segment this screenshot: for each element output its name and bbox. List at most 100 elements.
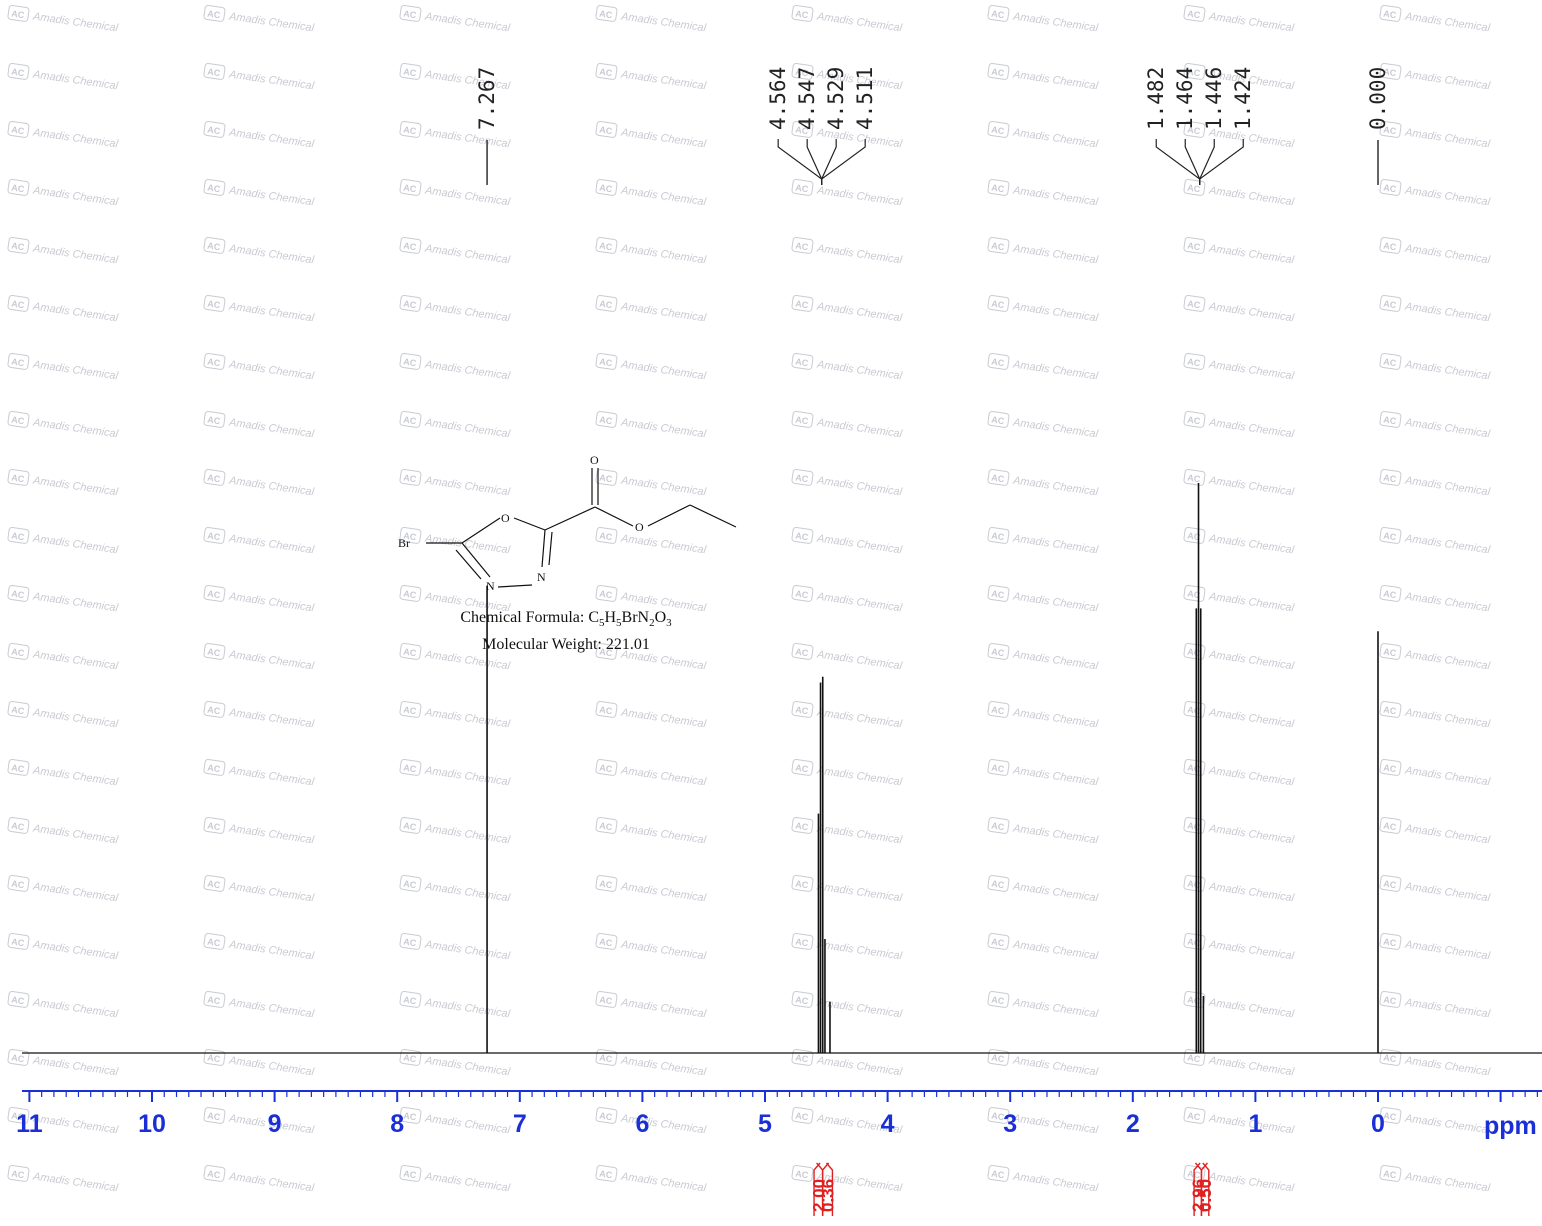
- watermark-logo-text: AC: [403, 1110, 418, 1122]
- watermark-text: Amadis Chemical: [31, 1054, 119, 1078]
- watermark-logo-text: AC: [795, 530, 810, 542]
- watermark-text: Amadis Chemical: [1403, 1054, 1491, 1078]
- watermark-text: Amadis Chemical: [1011, 126, 1099, 150]
- watermark-tile: AC Amadis Chemical: [203, 874, 315, 904]
- watermark-logo-text: AC: [991, 1110, 1006, 1122]
- watermark-tile: AC Amadis Chemical: [399, 468, 511, 498]
- watermark-logo-text: AC: [207, 1110, 222, 1122]
- watermark-text: Amadis Chemical: [619, 358, 707, 382]
- peak-label: 1.446: [1202, 67, 1226, 130]
- watermark-logo-text: AC: [1187, 472, 1202, 484]
- watermark-text: Amadis Chemical: [1011, 242, 1099, 266]
- peak-label-connector: [821, 139, 866, 185]
- watermark-tile: AC Amadis Chemical: [1379, 120, 1491, 150]
- integrals: 2.000.36 2.960.50: [809, 1162, 1215, 1216]
- watermark-text: Amadis Chemical: [1403, 590, 1491, 614]
- watermark-text: Amadis Chemical: [1403, 822, 1491, 846]
- watermark-text: Amadis Chemical: [619, 300, 707, 324]
- formula-element: O: [655, 609, 667, 626]
- watermark-text: Amadis Chemical: [31, 126, 119, 150]
- watermark-text: Amadis Chemical: [1207, 822, 1295, 846]
- watermark-tile: AC Amadis Chemical: [203, 584, 315, 614]
- watermark-text: Amadis Chemical: [1207, 358, 1295, 382]
- watermark-logo-text: AC: [599, 820, 614, 832]
- watermark-text: Amadis Chemical: [815, 532, 903, 556]
- watermark-text: Amadis Chemical: [1403, 416, 1491, 440]
- watermark-logo-text: AC: [795, 936, 810, 948]
- watermark-text: Amadis Chemical: [423, 242, 511, 266]
- watermark-tile: AC Amadis Chemical: [203, 468, 315, 498]
- watermark-text: Amadis Chemical: [1207, 880, 1295, 904]
- peak-label: 1.482: [1144, 67, 1168, 130]
- watermark-text: Amadis Chemical: [1011, 184, 1099, 208]
- watermark-tile: AC Amadis Chemical: [203, 932, 315, 962]
- atom-label-ring-nitrogen-1: N: [486, 579, 495, 593]
- watermark-layer: AC Amadis Chemical AC Amadis Chemical AC Amad…: [7, 4, 1491, 1194]
- watermark-tile: AC Amadis Chemical: [595, 816, 707, 846]
- watermark-logo-text: AC: [1383, 704, 1398, 716]
- axis-tick-label: 5: [758, 1110, 772, 1138]
- watermark-tile: AC Amadis Chemical: [987, 526, 1099, 556]
- watermark-logo-text: AC: [1187, 240, 1202, 252]
- watermark-text: Amadis Chemical: [1207, 938, 1295, 962]
- watermark-tile: AC Amadis Chemical: [791, 410, 903, 440]
- watermark-text: Amadis Chemical: [1011, 1112, 1099, 1136]
- axis-tick-label: 8: [390, 1110, 404, 1138]
- peak-label-group: 0.000: [1366, 67, 1390, 185]
- watermark-text: Amadis Chemical: [31, 242, 119, 266]
- watermark-logo-text: AC: [1187, 588, 1202, 600]
- axis-tick-label: 10: [138, 1110, 166, 1138]
- peak-label: 7.267: [475, 67, 499, 130]
- molecular-weight: Molecular Weight: 221.01: [482, 636, 650, 653]
- watermark-logo-text: AC: [403, 1052, 418, 1064]
- peak-label-group: 7.267: [475, 67, 499, 185]
- watermark-text: Amadis Chemical: [1011, 590, 1099, 614]
- formula-label: Chemical Formula:: [460, 609, 588, 626]
- watermark-logo-text: AC: [403, 356, 418, 368]
- watermark-tile: AC Amadis Chemical: [1379, 468, 1491, 498]
- watermark-text: Amadis Chemical: [815, 416, 903, 440]
- watermark-logo-text: AC: [1187, 182, 1202, 194]
- watermark-tile: AC Amadis Chemical: [203, 120, 315, 150]
- watermark-tile: AC Amadis Chemical: [987, 62, 1099, 92]
- watermark-tile: AC Amadis Chemical: [791, 642, 903, 672]
- watermark-text: Amadis Chemical: [815, 996, 903, 1020]
- watermark-logo-text: AC: [1187, 994, 1202, 1006]
- watermark-logo-text: AC: [795, 704, 810, 716]
- watermark-tile: AC Amadis Chemical: [595, 410, 707, 440]
- watermark-tile: AC Amadis Chemical: [987, 642, 1099, 672]
- watermark-logo-text: AC: [795, 182, 810, 194]
- watermark-logo-text: AC: [599, 588, 614, 600]
- watermark-tile: AC Amadis Chemical: [7, 816, 119, 846]
- watermark-logo-text: AC: [207, 820, 222, 832]
- watermark-logo-text: AC: [991, 66, 1006, 78]
- watermark-text: Amadis Chemical: [31, 358, 119, 382]
- peak-label-connector: [777, 139, 823, 185]
- watermark-text: Amadis Chemical: [227, 1170, 315, 1194]
- watermark-text: Amadis Chemical: [815, 706, 903, 730]
- watermark-logo-text: AC: [991, 182, 1006, 194]
- watermark-text: Amadis Chemical: [815, 880, 903, 904]
- watermark-logo-text: AC: [991, 994, 1006, 1006]
- watermark-logo-text: AC: [1383, 820, 1398, 832]
- integral-region: 0.36: [819, 1162, 838, 1216]
- axis-tick-label: 6: [635, 1110, 649, 1138]
- watermark-tile: AC Amadis Chemical: [1379, 526, 1491, 556]
- watermark-logo-text: AC: [1187, 1110, 1202, 1122]
- watermark-tile: AC Amadis Chemical: [791, 4, 903, 34]
- watermark-tile: AC Amadis Chemical: [7, 410, 119, 440]
- watermark-text: Amadis Chemical: [1011, 1170, 1099, 1194]
- watermark-logo-text: AC: [1383, 762, 1398, 774]
- watermark-text: Amadis Chemical: [227, 10, 315, 34]
- watermark-tile: AC Amadis Chemical: [595, 758, 707, 788]
- watermark-logo-text: AC: [1383, 646, 1398, 658]
- watermark-text: Amadis Chemical: [619, 1170, 707, 1194]
- watermark-text: Amadis Chemical: [31, 822, 119, 846]
- watermark-text: Amadis Chemical: [31, 68, 119, 92]
- watermark-text: Amadis Chemical: [423, 996, 511, 1020]
- watermark-text: Amadis Chemical: [1207, 648, 1295, 672]
- watermark-text: Amadis Chemical: [1403, 126, 1491, 150]
- watermark-tile: AC Amadis Chemical: [7, 236, 119, 266]
- watermark-text: Amadis Chemical: [1207, 10, 1295, 34]
- watermark-logo-text: AC: [1383, 356, 1398, 368]
